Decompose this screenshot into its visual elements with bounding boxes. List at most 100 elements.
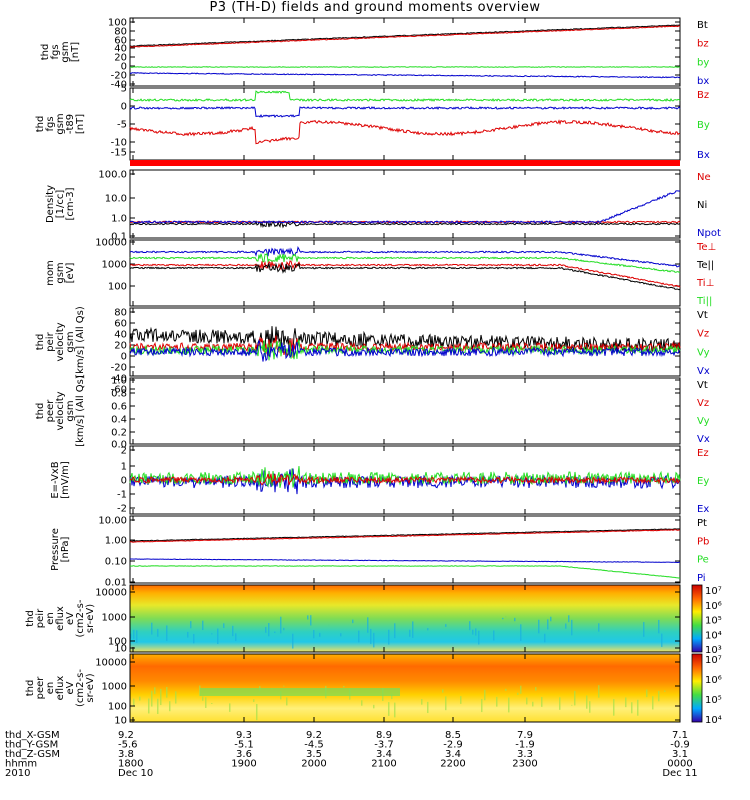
legend-Ex: Ex (697, 504, 709, 515)
colorbar-label: 10³ (705, 645, 722, 656)
footer-value: 2200 (440, 759, 465, 770)
y-axis-label: (cm2-s- (75, 669, 86, 707)
y-tick-label: 0.0 (111, 440, 127, 451)
y-tick-label: 0.4 (111, 415, 127, 426)
y-tick-label: -40 (111, 374, 127, 385)
y-axis-label: (cm2-s- (75, 599, 86, 637)
y-tick-label: 60 (114, 36, 127, 47)
y-tick-label: 1.00 (105, 536, 127, 547)
y-tick-label: 0 (121, 476, 127, 487)
y-tick-label: 10 (114, 716, 127, 727)
y-axis-label: sr-eV) (85, 604, 96, 633)
y-axis-label: thd (35, 116, 46, 133)
ey-line (129, 466, 681, 488)
y-tick-label: -20 (111, 71, 127, 82)
y-tick-label: 1000 (102, 682, 127, 693)
panel-frame (129, 17, 681, 87)
y-tick-label: 10.00 (98, 516, 127, 527)
by-res-line (129, 90, 681, 102)
legend-Ti||: Ti|| (696, 296, 712, 307)
colorbar-label: 10⁴ (705, 715, 722, 726)
y-axis-label: peir (45, 331, 56, 351)
y-tick-label: 10000 (95, 658, 127, 669)
y-axis-label: thd (25, 610, 36, 627)
footer-value: 1800 (118, 759, 143, 770)
panel-fgs-gsm-dip: 5 0 -5 -10-15 thd fgs gsm -t89 [nT] Bz By Bx (35, 84, 710, 162)
spectrogram-band (200, 688, 400, 696)
y-tick-label: 1.0 (111, 376, 127, 387)
footer-value: -2.9 (443, 740, 463, 751)
footer-value: 8.9 (376, 730, 392, 741)
panel-frame (129, 239, 681, 307)
footer-value: 2000 (301, 759, 326, 770)
footer-value: 9.3 (236, 730, 252, 741)
footer-row-label: hhmm (5, 759, 37, 770)
colorbar-label: 10⁵ (705, 695, 722, 706)
y-tick-label: 40 (114, 44, 127, 55)
vx-line (129, 339, 681, 362)
footer-value: -5.6 (118, 740, 138, 751)
y-tick-label: 0.10 (105, 557, 127, 568)
legend-Te⊥: Te⊥ (696, 242, 716, 253)
y-tick-label: 100 (108, 282, 127, 293)
y-tick-label: 20 (114, 341, 127, 352)
y-tick-label: 20 (114, 53, 127, 64)
legend-Pb: Pb (697, 536, 709, 547)
y-tick-label: 1.0 (111, 214, 127, 225)
footer-value: 9.2 (306, 730, 322, 741)
y-axis-label: mom (45, 260, 56, 286)
y-axis-label: peer (45, 399, 56, 423)
legend-Vx: Vx (697, 434, 710, 445)
y-tick-label: 100.0 (98, 170, 127, 181)
y-tick-label: 0.01 (105, 578, 127, 589)
y-axis-label: fgs (50, 44, 61, 59)
footer-value: 1900 (231, 759, 256, 770)
y-tick-label: 80 (114, 27, 127, 38)
by-line (129, 66, 681, 68)
y-axis-label: [km/s] (All Qs) (75, 306, 86, 378)
y-axis-label: velocity (55, 391, 66, 430)
legend-Vz: Vz (697, 398, 709, 409)
colorbar-label: 10⁷ (705, 586, 722, 597)
footer-value: 3.3 (517, 749, 533, 760)
panel-temperature: 10000 1000 100 mom gsm [eV] Te⊥ Te|| Ti⊥ Ti|| (45, 238, 716, 308)
y-tick-label: 100 (108, 637, 127, 648)
legend-Vz: Vz (697, 329, 709, 340)
footer-row-label: thd_Y-GSM (5, 740, 58, 751)
y-axis-label: [nT] (75, 114, 86, 134)
y-axis-label: [nPa] (60, 536, 71, 562)
y-axis-label: thd (25, 680, 36, 697)
footer-value: 8.5 (445, 730, 461, 741)
legend-Vt: Vt (697, 380, 708, 391)
bt-line (129, 24, 681, 47)
y-axis-label: Pressure (50, 528, 61, 571)
legend-Ez: Ez (697, 448, 709, 459)
ni-line (129, 220, 681, 229)
flag-bar (130, 160, 680, 166)
legend-Vy: Vy (697, 416, 710, 427)
panel-frame (129, 515, 681, 584)
legend-Ni: Ni (697, 200, 707, 211)
legend-Pe: Pe (697, 555, 709, 566)
bz-res-line (129, 119, 681, 145)
panel-frame (129, 653, 681, 723)
y-tick-label: 0.2 (111, 428, 127, 439)
te-perp-line (129, 260, 681, 288)
y-axis-label: [nT] (70, 42, 81, 62)
y-axis-label: peir (35, 608, 46, 628)
y-tick-label: -2 (117, 504, 127, 515)
y-axis-label: E=-VxB (50, 461, 61, 498)
colorbar-label: 10⁷ (705, 655, 722, 666)
footer-value: 3.4 (376, 749, 392, 760)
y-tick-label: -15 (111, 148, 127, 159)
legend-Vy: Vy (697, 347, 710, 358)
pi-line (130, 558, 680, 563)
y-tick-label: -1 (117, 490, 127, 501)
panel-pressure: 10.00 1.00 0.10 0.01 Pressure [nPa] Pt Pb Pe Pi (50, 515, 709, 589)
y-axis-label: eflux (55, 606, 66, 631)
y-tick-label: 80 (114, 308, 127, 319)
footer-value: 3.1 (672, 749, 688, 760)
legend-by: by (697, 57, 709, 68)
legend-bx: bx (697, 76, 709, 87)
panel-frame (129, 377, 681, 445)
